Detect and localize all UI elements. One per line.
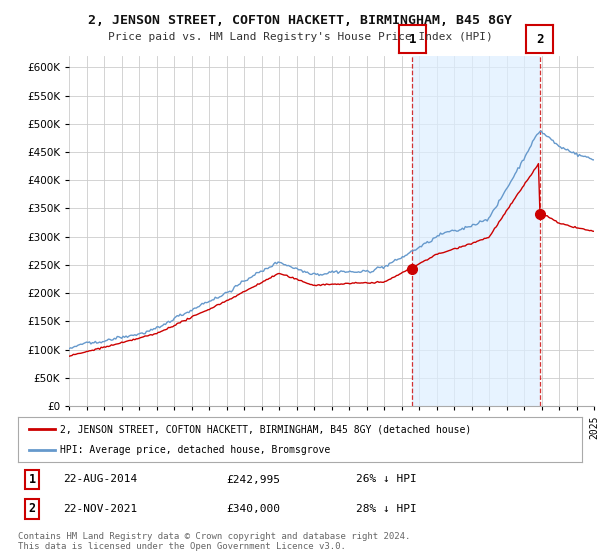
Text: 2, JENSON STREET, COFTON HACKETT, BIRMINGHAM, B45 8GY: 2, JENSON STREET, COFTON HACKETT, BIRMIN… bbox=[88, 14, 512, 27]
Text: 2, JENSON STREET, COFTON HACKETT, BIRMINGHAM, B45 8GY (detached house): 2, JENSON STREET, COFTON HACKETT, BIRMIN… bbox=[60, 424, 472, 435]
Text: 26% ↓ HPI: 26% ↓ HPI bbox=[356, 474, 417, 484]
Text: Price paid vs. HM Land Registry's House Price Index (HPI): Price paid vs. HM Land Registry's House … bbox=[107, 32, 493, 43]
Text: 22-AUG-2014: 22-AUG-2014 bbox=[63, 474, 137, 484]
Text: 28% ↓ HPI: 28% ↓ HPI bbox=[356, 504, 417, 514]
Text: 1: 1 bbox=[29, 473, 35, 486]
Text: 22-NOV-2021: 22-NOV-2021 bbox=[63, 504, 137, 514]
Text: £242,995: £242,995 bbox=[227, 474, 281, 484]
Text: 2: 2 bbox=[536, 32, 544, 46]
Text: 2: 2 bbox=[29, 502, 35, 515]
Bar bbox=[412, 56, 539, 406]
Text: Contains HM Land Registry data © Crown copyright and database right 2024.
This d: Contains HM Land Registry data © Crown c… bbox=[18, 532, 410, 552]
Text: £340,000: £340,000 bbox=[227, 504, 281, 514]
Text: 1: 1 bbox=[409, 32, 416, 46]
Text: HPI: Average price, detached house, Bromsgrove: HPI: Average price, detached house, Brom… bbox=[60, 445, 331, 455]
